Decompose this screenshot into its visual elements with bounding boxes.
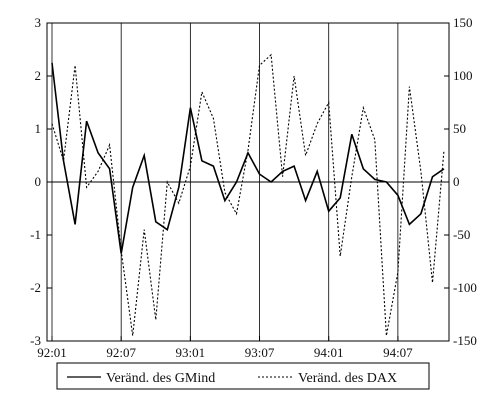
right-tick-label: -150	[453, 333, 477, 348]
left-tick-label: 2	[35, 68, 42, 83]
right-tick-label: 50	[453, 121, 466, 136]
x-tick-label: 93:07	[245, 345, 275, 360]
x-tick-label: 94:07	[383, 345, 413, 360]
legend: Veränd. des GMind Veränd. des DAX	[56, 362, 430, 390]
right-tick-label: 0	[453, 174, 460, 189]
right-tick-label: -50	[453, 227, 470, 242]
left-tick-label: -1	[30, 227, 41, 242]
x-tick-label: 93:01	[176, 345, 206, 360]
right-tick-label: -100	[453, 280, 477, 295]
right-tick-label: 100	[453, 68, 473, 83]
left-tick-label: 0	[35, 174, 42, 189]
series-layer	[51, 53, 445, 336]
right-axis-ticks: 150 100 50 0 -50 -100 -150	[444, 15, 477, 348]
left-tick-label: -3	[30, 333, 41, 348]
legend-label-gmind: Veränd. des GMind	[106, 371, 215, 386]
x-tick-label: 92:07	[106, 345, 136, 360]
series-line-gmind	[51, 62, 445, 254]
left-tick-label: 1	[35, 121, 42, 136]
x-tick-label: 92:01	[37, 345, 67, 360]
left-axis-ticks: 3 2 1 0 -1 -2 -3	[30, 15, 52, 348]
x-tick-label: 94:01	[314, 345, 344, 360]
left-tick-label: 3	[35, 15, 42, 30]
series-line-dax	[51, 53, 445, 336]
legend-box	[56, 362, 430, 390]
legend-label-dax: Veränd. des DAX	[298, 371, 397, 386]
left-tick-label: -2	[30, 280, 41, 295]
right-tick-label: 150	[453, 15, 473, 30]
x-axis-ticks: 92:01 92:07 93:01 93:07 94:01 94:07	[37, 336, 413, 360]
